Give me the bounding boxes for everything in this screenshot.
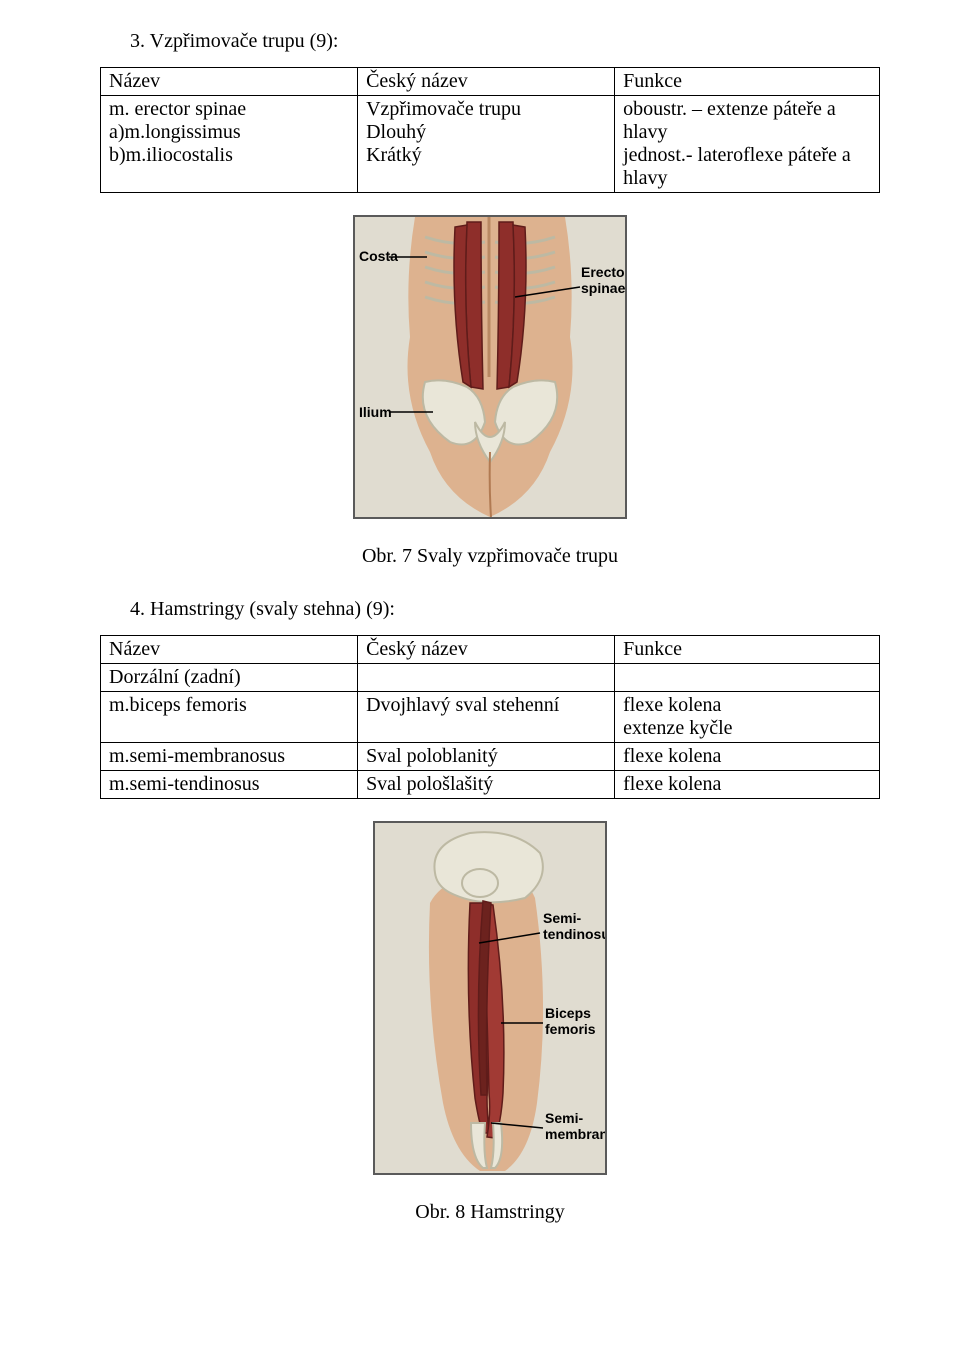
table-header-row: Název Český název Funkce [101, 636, 880, 664]
header-nazev: Název [101, 636, 358, 664]
label-biceps-2: femoris [545, 1021, 596, 1037]
header-cesky-nazev: Český název [358, 636, 615, 664]
cell-line: Vzpřimovače trupu [366, 98, 521, 120]
header-cesky-nazev: Český název [358, 68, 615, 96]
header-funkce: Funkce [615, 68, 880, 96]
section2-heading: 4. Hamstringy (svaly stehna) (9): [100, 598, 880, 621]
table-row: Dorzální (zadní) [101, 664, 880, 692]
cell-line: b)m.iliocostalis [109, 144, 233, 166]
figure-7-caption: Obr. 7 Svaly vzpřimovače trupu [100, 545, 880, 568]
cell-line: a)m.longissimus [109, 121, 241, 143]
label-ilium: Ilium [359, 404, 392, 420]
label-semimemb-2: membranosus [545, 1126, 607, 1142]
cell-funkce: flexe kolena extenze kyčle [615, 692, 880, 743]
cell-nazev: Dorzální (zadní) [101, 664, 358, 692]
label-biceps-1: Biceps [545, 1005, 591, 1021]
table-row: m.biceps femoris Dvojhlavý sval stehenní… [101, 692, 880, 743]
cell-nazev: m.semi-membranosus [101, 743, 358, 771]
cell-nazev: m.semi-tendinosus [101, 771, 358, 799]
cell-cesky: Sval pološlašitý [358, 771, 615, 799]
cell-line: flexe kolena [623, 694, 721, 716]
label-costa: Costa [359, 248, 398, 264]
label-semitend-1: Semi- [543, 910, 581, 926]
cell-cesky [358, 664, 615, 692]
table-row: m.semi-membranosus Sval poloblanitý flex… [101, 743, 880, 771]
cell-line: extenze kyčle [623, 717, 732, 739]
cell-nazev: m.biceps femoris [101, 692, 358, 743]
cell-funkce: flexe kolena [615, 771, 880, 799]
cell-nazev: m. erector spinae a)m.longissimus b)m.il… [101, 96, 358, 193]
cell-funkce: oboustr. – extenze páteře a hlavy jednos… [615, 96, 880, 193]
header-nazev: Název [101, 68, 358, 96]
header-funkce: Funkce [615, 636, 880, 664]
cell-cesky: Dvojhlavý sval stehenní [358, 692, 615, 743]
cell-line: jednost.- lateroflexe páteře a hlavy [623, 144, 851, 189]
cell-funkce [615, 664, 880, 692]
cell-line: oboustr. – extenze páteře a hlavy [623, 98, 836, 143]
label-erector-2: spinae [581, 280, 626, 296]
table-row: m.semi-tendinosus Sval pološlašitý flexe… [101, 771, 880, 799]
cell-line: Dlouhý [366, 121, 426, 143]
cell-cesky: Sval poloblanitý [358, 743, 615, 771]
table-vzprimovace: Název Český název Funkce m. erector spin… [100, 67, 880, 193]
page: 3. Vzpřimovače trupu (9): Název Český ná… [0, 0, 960, 1294]
figure-7: Costa Ilium Erector spinae [100, 215, 880, 519]
cell-line: m. erector spinae [109, 98, 246, 120]
figure-8-svg: Semi- tendinosus Biceps femoris Semi- me… [373, 821, 607, 1175]
label-semitend-2: tendinosus [543, 926, 607, 942]
label-erector-1: Erector [581, 264, 627, 280]
section1-heading: 3. Vzpřimovače trupu (9): [100, 30, 880, 53]
table-hamstringy: Název Český název Funkce Dorzální (zadní… [100, 635, 880, 799]
cell-cesky: Vzpřimovače trupu Dlouhý Krátký [358, 96, 615, 193]
figure-7-svg: Costa Ilium Erector spinae [353, 215, 627, 519]
label-semimemb-1: Semi- [545, 1110, 583, 1126]
cell-line: Krátký [366, 144, 422, 166]
cell-funkce: flexe kolena [615, 743, 880, 771]
table-header-row: Název Český název Funkce [101, 68, 880, 96]
table-row: m. erector spinae a)m.longissimus b)m.il… [101, 96, 880, 193]
figure-8-caption: Obr. 8 Hamstringy [100, 1201, 880, 1224]
figure-8: Semi- tendinosus Biceps femoris Semi- me… [100, 821, 880, 1175]
